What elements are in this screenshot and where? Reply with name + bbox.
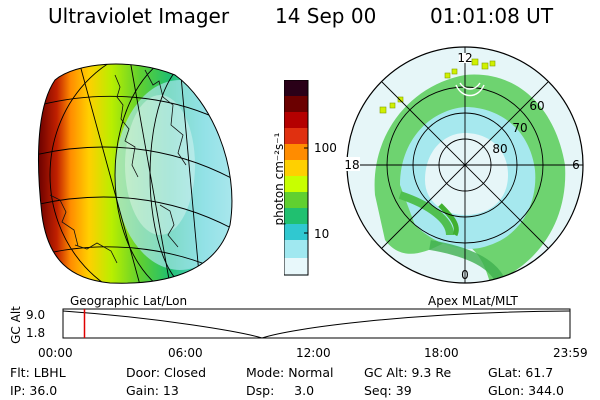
colorbar-tick-100: 100 <box>314 141 337 155</box>
colorbar-unit-label: photon cm⁻²s⁻¹ <box>272 132 286 226</box>
timeline-ymax: 9.0 <box>26 308 46 322</box>
colorbar-band <box>284 258 308 276</box>
info-seq: Seq: 39 <box>364 383 412 398</box>
info-filter: Flt: LBHL <box>10 365 66 380</box>
mlt-label-12: 12 <box>457 51 472 65</box>
colorbar-band <box>284 160 308 176</box>
timeline-tick-0000: 00:00 <box>38 346 73 360</box>
mlat-label-80: 80 <box>492 142 507 156</box>
timeline-tick-2359: 23:59 <box>553 346 588 360</box>
apex-panel-label: Apex MLat/MLT <box>428 294 518 308</box>
geographic-auroral-image <box>37 63 233 284</box>
colorbar-band <box>284 208 308 224</box>
date-label: 14 Sep 00 <box>275 4 377 28</box>
colorbar-band <box>284 96 308 112</box>
info-glon: GLon: 344.0 <box>488 383 564 398</box>
info-gc-alt: GC Alt: 9.3 Re <box>364 365 452 380</box>
colorbar-band <box>284 240 308 258</box>
colorbar-band <box>284 128 308 144</box>
instrument-title: Ultraviolet Imager <box>48 4 230 28</box>
timeline-ymin: 1.8 <box>26 326 46 340</box>
timeline-tick-1800: 18:00 <box>424 346 459 360</box>
info-glat: GLat: 61.7 <box>488 365 554 380</box>
colorbar-band <box>284 80 308 96</box>
time-label: 01:01:08 UT <box>430 4 554 28</box>
gc-altitude-curve <box>62 310 571 339</box>
info-mode: Mode: Normal <box>246 365 334 380</box>
colorbar-tick-10: 10 <box>314 227 330 241</box>
gc-altitude-timeline <box>62 308 571 339</box>
colorbar-band <box>284 224 308 240</box>
info-door: Door: Closed <box>126 365 207 380</box>
mlat-label-70: 70 <box>512 121 527 135</box>
mlat-label-60: 60 <box>529 99 544 113</box>
mlt-label-6: 6 <box>572 158 580 172</box>
mlt-label-18: 18 <box>344 158 359 172</box>
colorbar-band <box>284 112 308 128</box>
timeline-tick-0600: 06:00 <box>168 346 203 360</box>
intensity-colorbar <box>284 80 309 276</box>
mlt-label-0: 0 <box>461 268 469 282</box>
colorbar-band <box>284 192 308 208</box>
colorbar-band <box>284 176 308 192</box>
info-gain: Gain: 13 <box>126 383 179 398</box>
geographic-panel-label: Geographic Lat/Lon <box>70 294 188 308</box>
info-ip: IP: 36.0 <box>10 383 58 398</box>
info-dsp: Dsp: 3.0 <box>246 383 315 398</box>
colorbar-band <box>284 144 308 160</box>
timeline-ylabel: GC Alt <box>9 306 23 344</box>
timeline-tick-1200: 12:00 <box>296 346 331 360</box>
polar-mlat-mlt-plot: 12 18 6 0 60 70 80 <box>342 46 584 284</box>
